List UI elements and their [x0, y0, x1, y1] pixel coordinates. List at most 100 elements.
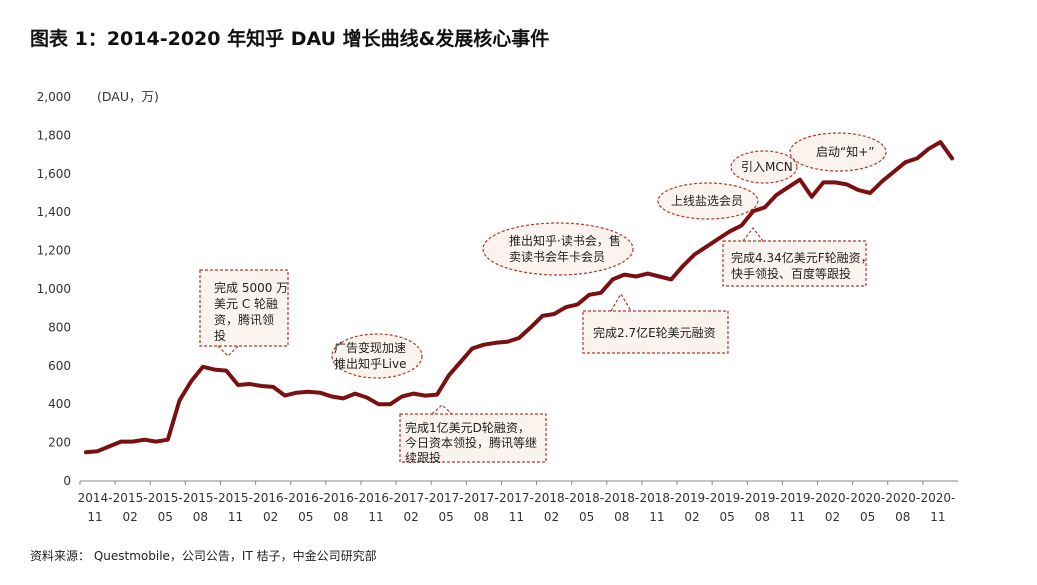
event-annotation: 上线盐选会员: [657, 182, 759, 220]
x-tick-label-month: 08: [895, 510, 910, 524]
x-tick-label-year: 2020-: [885, 491, 920, 505]
y-tick-label: 1,200: [37, 244, 71, 258]
x-tick-label-year: 2018-: [534, 491, 569, 505]
annotation-text: 今日资本领投，腾讯等继: [405, 435, 537, 450]
x-tick-label-month: 05: [158, 510, 173, 524]
x-tick-label-year: 2016-: [323, 491, 358, 505]
x-tick-label-year: 2017-: [429, 491, 464, 505]
x-tick-label-month: 05: [298, 510, 313, 524]
x-tick-label-year: 2015-: [148, 491, 183, 505]
x-tick-label-year: 2016-: [253, 491, 288, 505]
annotation-pointer: [217, 345, 239, 357]
x-tick-label-year: 2015-: [183, 491, 218, 505]
annotation-text: 完成1亿美元D轮融资，: [405, 420, 530, 435]
annotation-bubble: [789, 132, 887, 172]
annotation-text: 推出知乎Live: [334, 357, 407, 371]
chart-title: 图表 1：2014-2020 年知乎 DAU 增长曲线&发展核心事件: [30, 28, 550, 50]
x-tick-label-month: 11: [509, 510, 524, 524]
y-tick-label: 800: [48, 320, 71, 334]
axes: 0 200 400 600 800 1,000 1,200 1,400 1,600 1,800 2,…: [37, 89, 958, 524]
x-tick-label-month: 08: [333, 510, 348, 524]
annotation-bubble: [331, 333, 423, 379]
annotation-box: [582, 310, 729, 354]
y-tick-label: 600: [48, 359, 71, 373]
annotation-text: 上线盐选会员: [671, 194, 743, 208]
annotation-text: 投: [214, 328, 226, 343]
y-tick-label: 1,800: [37, 128, 71, 142]
y-tick-label: 400: [48, 397, 71, 411]
annotation-bubble: [730, 150, 798, 184]
annotation-box: [399, 413, 547, 463]
annotation-pointer: [431, 404, 453, 415]
x-tick-label-year: 2020-: [850, 491, 885, 505]
x-tick-label-year: 2015-: [218, 491, 253, 505]
y-unit-label: (DAU，万): [97, 89, 159, 104]
x-tick-label-month: 02: [122, 510, 137, 524]
x-tick-label-month: 08: [614, 510, 629, 524]
annotation-text: 推出知乎·读书会，售: [509, 233, 621, 248]
x-tick-label-month: 02: [684, 510, 699, 524]
x-tick-label-year: 2017-: [394, 491, 429, 505]
annotations: 完成 5000 万美元 C 轮融资，腾讯领投广告变现加速推出知乎Live完成1亿…: [199, 132, 887, 465]
annotation-text: 快手领投、百度等跟投: [731, 266, 851, 281]
x-tick-label-month: 11: [790, 510, 805, 524]
x-tick-label-month: 08: [755, 510, 770, 524]
x-tick-label-month: 02: [403, 510, 418, 524]
x-tick-label-year: 2018-: [604, 491, 639, 505]
annotation-text: 广告变现加速: [334, 340, 406, 355]
x-tick-label-month: 05: [439, 510, 454, 524]
x-tick-label-month: 02: [263, 510, 278, 524]
x-tick-label-year: 2017-: [499, 491, 534, 505]
x-tick-label-month: 08: [474, 510, 489, 524]
annotation-pointer: [610, 292, 632, 312]
annotation-text: 卖读书会年卡会员: [509, 250, 605, 264]
annotation-text: 完成 5000 万: [214, 280, 288, 295]
event-annotation: 引入MCN: [730, 150, 798, 184]
y-tick-label: 2,000: [37, 90, 71, 104]
y-tick-label: 200: [48, 436, 71, 450]
x-tick-label-month: 11: [930, 510, 945, 524]
x-tick-label-month: 11: [87, 510, 102, 524]
x-tick-label-month: 05: [579, 510, 594, 524]
annotation-bubble: [657, 182, 759, 220]
event-annotation: 启动“知+”: [789, 132, 887, 172]
x-tick-label-month: 05: [720, 510, 735, 524]
x-tick-label-month: 02: [544, 510, 559, 524]
x-tick-label-year: 2020-: [920, 491, 955, 505]
x-tick-label-month: 08: [193, 510, 208, 524]
x-tick-label-year: 2016-: [359, 491, 394, 505]
x-tick-label-year: 2018-: [569, 491, 604, 505]
x-tick-label-year: 2018-: [639, 491, 674, 505]
x-tick-label-year: 2019-: [780, 491, 815, 505]
x-tick-label-month: 11: [228, 510, 243, 524]
x-tick-label-month: 02: [825, 510, 840, 524]
y-tick-label: 1,400: [37, 205, 71, 219]
source-note: 资料来源： Questmobile，公司公告，IT 桔子，中金公司研究部: [30, 549, 377, 563]
x-tick-label-year: 2015-: [113, 491, 148, 505]
series-layer: [83, 140, 955, 455]
annotation-box: [199, 269, 289, 347]
annotation-box: [722, 240, 867, 287]
annotation-text: 资，腾讯领: [214, 312, 274, 327]
x-tick-label-year: 2019-: [745, 491, 780, 505]
annotation-text: 引入MCN: [741, 160, 793, 174]
y-tick-label: 1,600: [37, 167, 71, 181]
annotation-text: 完成4.34亿美元F轮融资，: [731, 250, 873, 265]
x-tick-label-year: 2019-: [710, 491, 745, 505]
x-tick-label-year: 2014-: [78, 491, 113, 505]
x-tick-label-year: 2020-: [815, 491, 850, 505]
y-tick-label: 1,000: [37, 282, 71, 296]
event-annotation: 完成4.34亿美元F轮融资，快手领投、百度等跟投: [722, 227, 873, 287]
annotation-text: 启动“知+”: [816, 145, 875, 159]
x-tick-label-year: 2017-: [464, 491, 499, 505]
x-tick-label-year: 2016-: [288, 491, 323, 505]
x-tick-label-month: 11: [368, 510, 383, 524]
annotation-text: 美元 C 轮融: [214, 297, 278, 311]
event-annotation: 完成2.7亿E轮美元融资: [582, 292, 729, 354]
annotation-pointer: [742, 227, 764, 242]
annotation-text: 续跟投: [405, 450, 441, 465]
